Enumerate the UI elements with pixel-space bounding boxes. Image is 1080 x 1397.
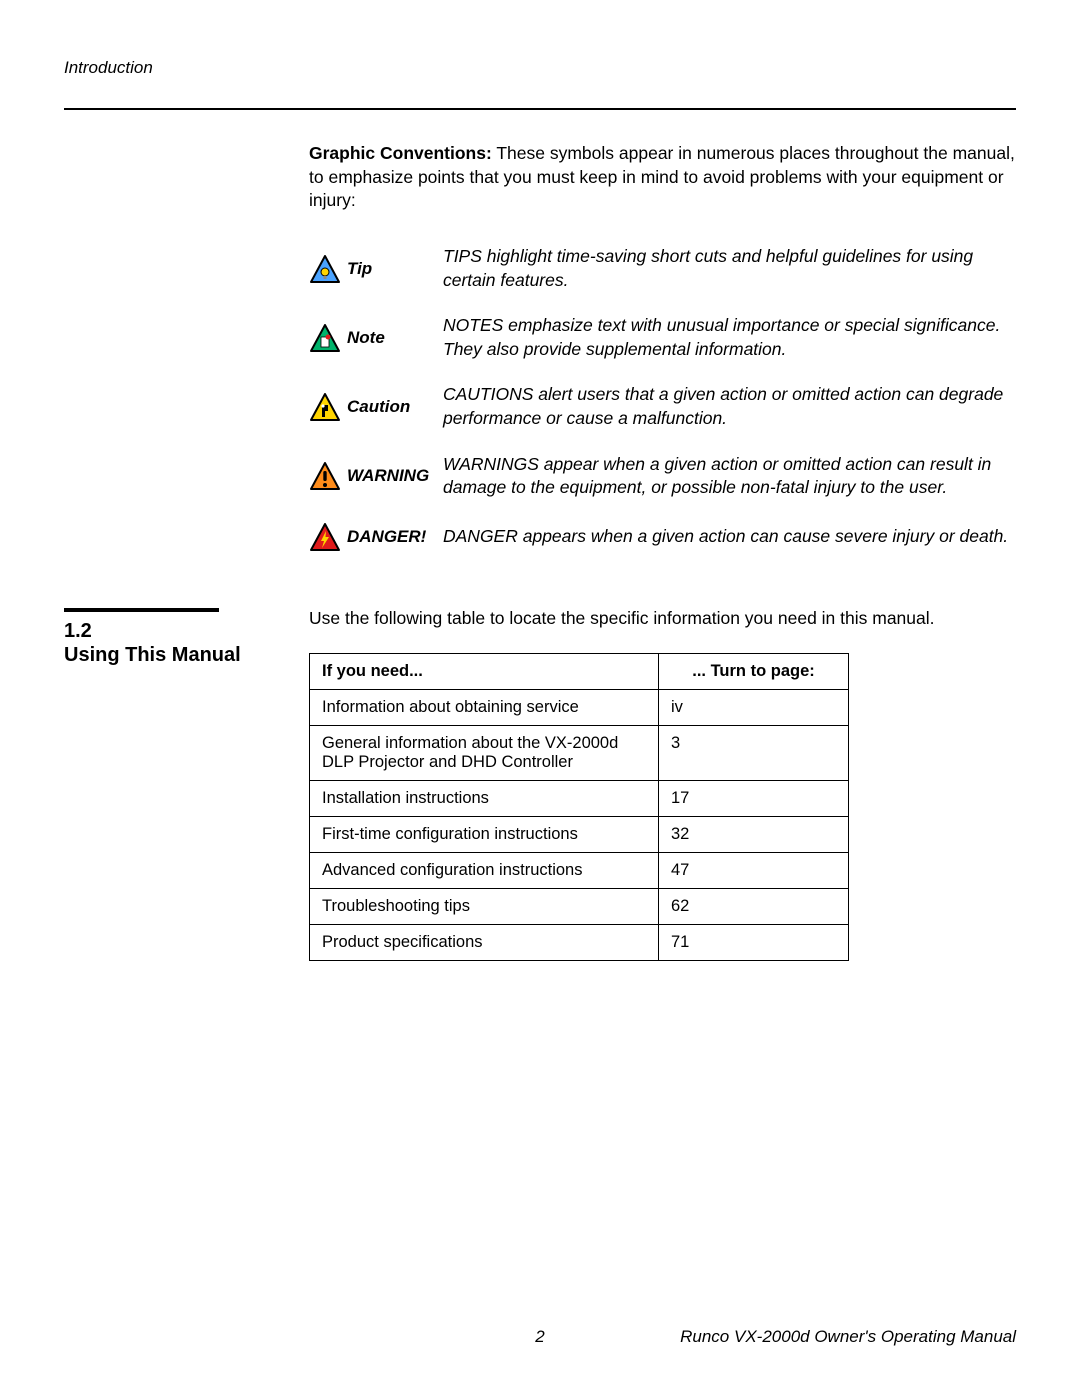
table-cell-need: Product specifications: [310, 924, 659, 960]
warning-description: WARNINGS appear when a given action or o…: [439, 453, 1016, 500]
warning-label: WARNING: [341, 466, 439, 486]
table-cell-page: 3: [659, 725, 849, 780]
caution-icon: [309, 392, 341, 422]
table-row: First-time configuration instructions 32: [310, 816, 849, 852]
table-cell-page: 17: [659, 780, 849, 816]
table-cell-need: First-time configuration instructions: [310, 816, 659, 852]
symbol-row-note: Note NOTES emphasize text with unusual i…: [309, 314, 1016, 361]
section-using-this-manual: 1.2 Using This Manual Use the following …: [64, 608, 1016, 961]
header-rule: [64, 108, 1016, 110]
symbol-row-danger: DANGER! DANGER appears when a given acti…: [309, 522, 1016, 552]
table-cell-need: Advanced configuration instructions: [310, 852, 659, 888]
table-row: Product specifications 71: [310, 924, 849, 960]
manual-reference-table: If you need... ... Turn to page: Informa…: [309, 653, 849, 961]
warning-icon: [309, 461, 341, 491]
danger-description: DANGER appears when a given action can c…: [439, 525, 1016, 549]
graphic-conventions-paragraph: Graphic Conventions: These symbols appea…: [309, 142, 1016, 213]
footer-text: Runco VX-2000d Owner's Operating Manual: [680, 1327, 1016, 1347]
table-header-need: If you need...: [310, 653, 659, 689]
section-title: Using This Manual: [64, 643, 289, 668]
table-header-page: ... Turn to page:: [659, 653, 849, 689]
table-row: General information about the VX-2000d D…: [310, 725, 849, 780]
section-number: 1.2: [64, 620, 289, 643]
table-cell-need: Troubleshooting tips: [310, 888, 659, 924]
table-row: Troubleshooting tips 62: [310, 888, 849, 924]
tip-icon: [309, 254, 341, 284]
table-cell-page: iv: [659, 689, 849, 725]
table-cell-page: 62: [659, 888, 849, 924]
table-row: Advanced configuration instructions 47: [310, 852, 849, 888]
note-label: Note: [341, 328, 439, 348]
table-cell-need: Installation instructions: [310, 780, 659, 816]
table-cell-need: General information about the VX-2000d D…: [310, 725, 659, 780]
symbol-row-caution: Caution CAUTIONS alert users that a give…: [309, 383, 1016, 430]
caution-description: CAUTIONS alert users that a given action…: [439, 383, 1016, 430]
note-icon: [309, 323, 341, 353]
table-cell-page: 71: [659, 924, 849, 960]
symbol-row-tip: Tip TIPS highlight time-saving short cut…: [309, 245, 1016, 292]
note-description: NOTES emphasize text with unusual import…: [439, 314, 1016, 361]
caution-label: Caution: [341, 397, 439, 417]
section-lead: Use the following table to locate the sp…: [309, 608, 1016, 629]
table-cell-page: 47: [659, 852, 849, 888]
table-row: Information about obtaining service iv: [310, 689, 849, 725]
page-footer: 2 Runco VX-2000d Owner's Operating Manua…: [64, 1327, 1016, 1347]
tip-description: TIPS highlight time-saving short cuts an…: [439, 245, 1016, 292]
table-row: Installation instructions 17: [310, 780, 849, 816]
section-rule: [64, 608, 219, 612]
tip-label: Tip: [341, 259, 439, 279]
header-section-label: Introduction: [64, 58, 1016, 78]
table-cell-need: Information about obtaining service: [310, 689, 659, 725]
danger-label: DANGER!: [341, 527, 439, 547]
danger-icon: [309, 522, 341, 552]
symbol-row-warning: WARNING WARNINGS appear when a given act…: [309, 453, 1016, 500]
symbols-list: Tip TIPS highlight time-saving short cut…: [309, 245, 1016, 552]
graphic-conventions-lead: Graphic Conventions:: [309, 143, 492, 163]
table-cell-page: 32: [659, 816, 849, 852]
